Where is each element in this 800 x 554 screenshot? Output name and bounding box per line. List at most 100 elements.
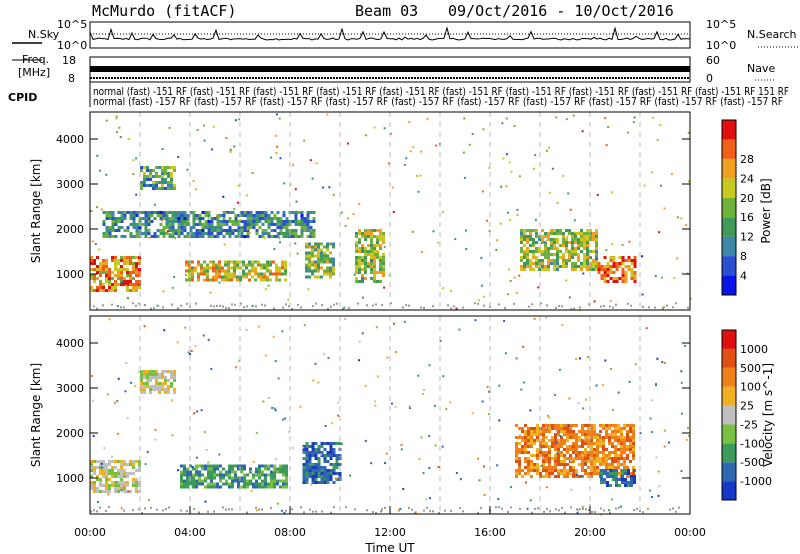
- range-cell: [573, 219, 576, 222]
- range-cell: [586, 253, 589, 256]
- range-cell: [315, 162, 318, 165]
- range-cell: [132, 484, 135, 487]
- range-cell: [361, 235, 364, 238]
- range-cell: [276, 235, 280, 238]
- range-cell: [572, 442, 575, 445]
- range-cell: [90, 469, 93, 472]
- range-cell: [162, 229, 166, 232]
- range-cell: [149, 169, 152, 172]
- range-cell: [623, 424, 626, 427]
- range-cell: [540, 302, 542, 305]
- range-cell: [117, 226, 121, 229]
- range-cell: [611, 498, 613, 501]
- range-cell: [323, 466, 327, 469]
- range-cell: [282, 220, 286, 223]
- range-cell: [590, 427, 593, 430]
- range-cell: [196, 410, 199, 413]
- range-cell: [536, 433, 539, 436]
- range-cell: [565, 247, 568, 250]
- range-cell: [206, 263, 209, 267]
- range-cell: [140, 370, 143, 373]
- range-cell: [462, 306, 464, 309]
- range-cell: [144, 463, 147, 466]
- range-cell: [538, 268, 541, 271]
- range-cell: [557, 442, 560, 445]
- range-cell: [605, 427, 608, 430]
- colorbar-tick-label: -100: [740, 437, 765, 450]
- colorbar-frame: [721, 329, 737, 501]
- range-cell: [312, 510, 314, 513]
- range-cell: [518, 436, 521, 439]
- range-cell: [250, 480, 253, 483]
- range-cell: [152, 376, 155, 379]
- range-cell: [617, 454, 620, 457]
- range-cell: [146, 184, 149, 187]
- range-cell: [120, 460, 123, 463]
- range-cell: [606, 268, 610, 271]
- range-cell: [559, 265, 562, 268]
- range-cell: [165, 217, 169, 220]
- range-cell: [358, 247, 361, 250]
- range-cell: [563, 433, 566, 436]
- range-cell: [135, 223, 139, 226]
- range-cell: [569, 427, 572, 430]
- range-cell: [222, 220, 226, 223]
- range-cell: [615, 262, 619, 265]
- range-cell: [596, 469, 599, 472]
- range-cell: [308, 257, 311, 261]
- range-cell: [165, 226, 169, 229]
- range-cell: [308, 254, 311, 258]
- range-cell: [556, 241, 559, 244]
- range-cell: [312, 229, 316, 232]
- range-cell: [102, 484, 105, 487]
- range-cell: [569, 424, 572, 427]
- range-cell: [246, 194, 248, 197]
- range-cell: [364, 259, 367, 262]
- range-cell: [309, 229, 313, 232]
- range-cell: [550, 247, 553, 250]
- range-cell: [587, 442, 590, 445]
- range-cell: [258, 485, 261, 489]
- range-cell: [262, 400, 265, 403]
- range-cell: [228, 235, 232, 238]
- range-cell: [311, 466, 315, 469]
- range-cell: [590, 454, 593, 457]
- range-cell: [114, 472, 117, 475]
- range-cell: [620, 442, 623, 445]
- range-cell: [201, 211, 205, 214]
- range-cell: [527, 436, 530, 439]
- range-cell: [577, 238, 580, 241]
- range-cell: [566, 469, 569, 472]
- range-cell: [123, 469, 126, 472]
- range-cell: [326, 113, 329, 116]
- range-cell: [520, 268, 523, 271]
- range-cell: [237, 479, 240, 483]
- range-cell: [207, 211, 211, 214]
- range-cell: [261, 214, 265, 217]
- range-cell: [602, 460, 605, 463]
- range-cell: [633, 259, 637, 262]
- range-cell: [455, 307, 458, 310]
- range-cell: [120, 507, 123, 510]
- range-cell: [282, 479, 285, 483]
- range-cell: [621, 243, 624, 246]
- range-cell: [282, 232, 286, 235]
- range-cell: [123, 259, 126, 262]
- range-cell: [626, 424, 629, 427]
- range-cell: [523, 253, 526, 256]
- range-cell: [595, 253, 598, 256]
- range-cell: [233, 260, 236, 264]
- range-cell: [258, 217, 262, 220]
- range-cell: [630, 277, 634, 280]
- range-cell: [281, 266, 284, 270]
- range-cell: [332, 469, 336, 472]
- range-cell: [170, 178, 173, 181]
- range-cell: [572, 469, 575, 472]
- range-cell: [379, 259, 382, 262]
- range-cell: [233, 275, 236, 279]
- range-cell: [140, 187, 143, 190]
- range-cell: [219, 304, 221, 307]
- range-cell: [243, 467, 246, 471]
- range-cell: [237, 214, 241, 217]
- range-cell: [627, 302, 629, 305]
